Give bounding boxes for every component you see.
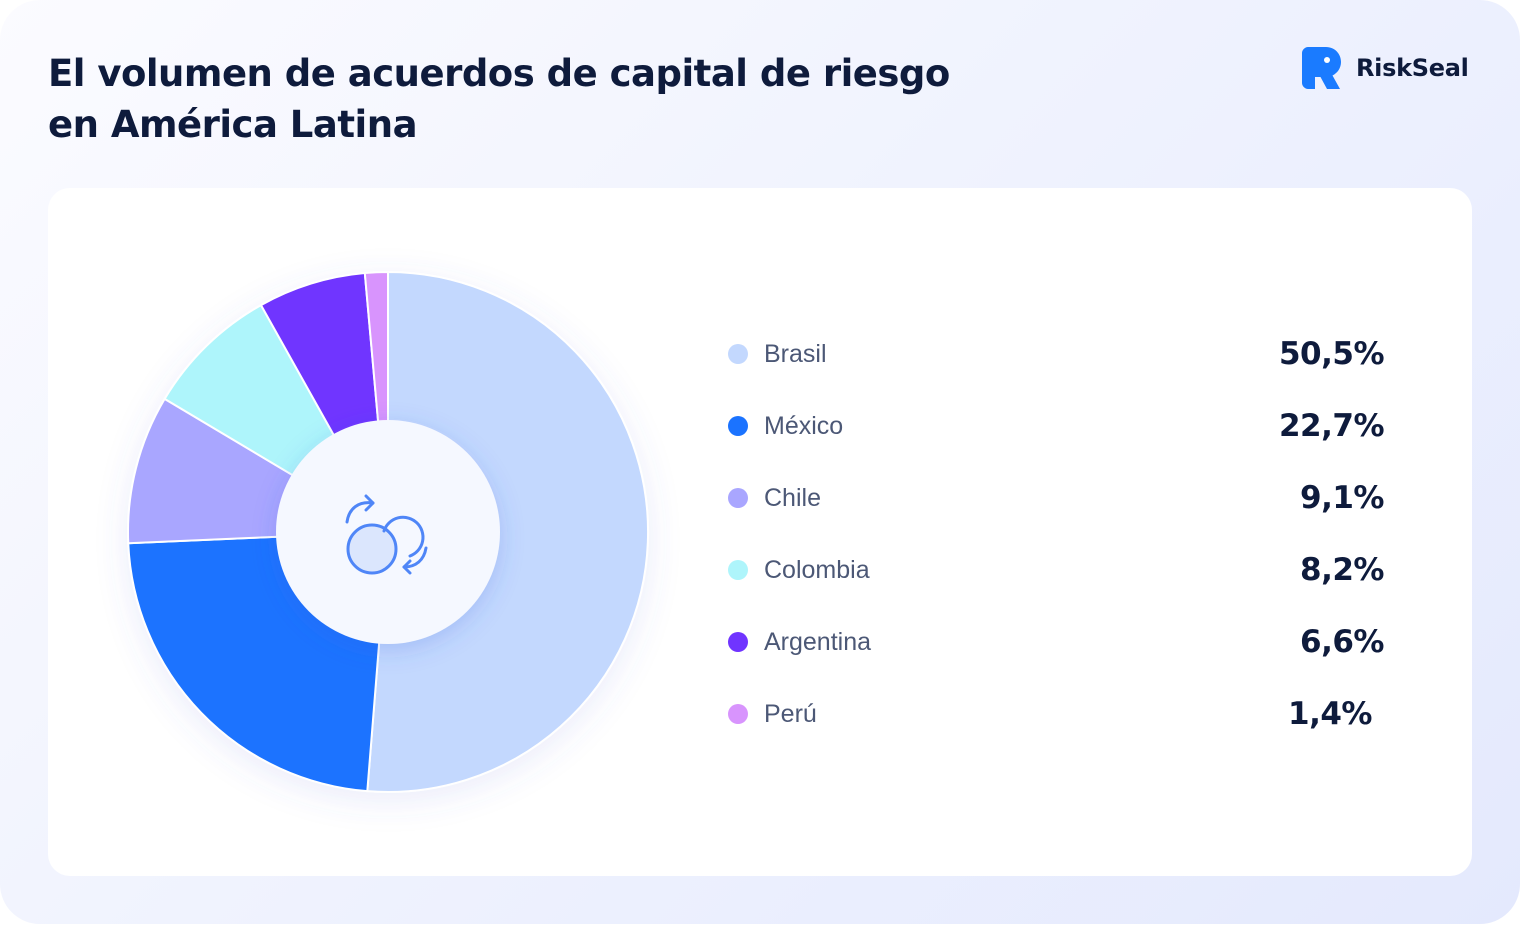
- legend-value: 22,7%: [1278, 408, 1385, 444]
- legend-label: Perú: [764, 700, 817, 728]
- legend-label: México: [764, 412, 844, 440]
- exchange-circles-icon: [345, 494, 428, 575]
- brand-logo: RiskSeal: [1302, 46, 1469, 90]
- legend-item: Argentina 6,6%: [728, 606, 1388, 678]
- donut-chart: [127, 271, 650, 793]
- page-title: El volumen de acuerdos de capital de rie…: [48, 48, 1028, 150]
- legend-value: 50,5%: [1278, 336, 1385, 372]
- title-line-1: El volumen de acuerdos de capital de rie…: [48, 52, 950, 95]
- legend-dot-brasil: [728, 344, 748, 364]
- chart-card: Brasil 50,5% México 22,7% Chile 9,1% Col…: [48, 188, 1472, 876]
- donut-slice-brasil: [366, 271, 650, 793]
- legend-dot-argentina: [728, 632, 748, 652]
- legend-item: Colombia 8,2%: [728, 534, 1388, 606]
- legend-dot-colombia: [728, 560, 748, 580]
- legend-item: Brasil 50,5%: [728, 318, 1388, 390]
- legend-value: 1,4%: [1288, 696, 1372, 732]
- title-line-2: en América Latina: [48, 103, 418, 146]
- legend-label: Brasil: [764, 340, 827, 368]
- legend-item: Chile 9,1%: [728, 462, 1388, 534]
- legend-label: Chile: [764, 484, 821, 512]
- chart-legend: Brasil 50,5% México 22,7% Chile 9,1% Col…: [728, 318, 1388, 750]
- legend-value: 6,6%: [1300, 624, 1384, 660]
- legend-dot-mexico: [728, 416, 748, 436]
- legend-label: Argentina: [764, 628, 872, 656]
- legend-dot-chile: [728, 488, 748, 508]
- legend-item: Perú 1,4%: [728, 678, 1388, 750]
- brand-name: RiskSeal: [1356, 54, 1469, 82]
- legend-item: México 22,7%: [728, 390, 1388, 462]
- legend-dot-peru: [728, 704, 748, 724]
- legend-value: 8,2%: [1300, 552, 1384, 588]
- legend-label: Colombia: [764, 556, 870, 584]
- riskseal-logo-icon: [1302, 47, 1341, 89]
- legend-value: 9,1%: [1300, 480, 1384, 516]
